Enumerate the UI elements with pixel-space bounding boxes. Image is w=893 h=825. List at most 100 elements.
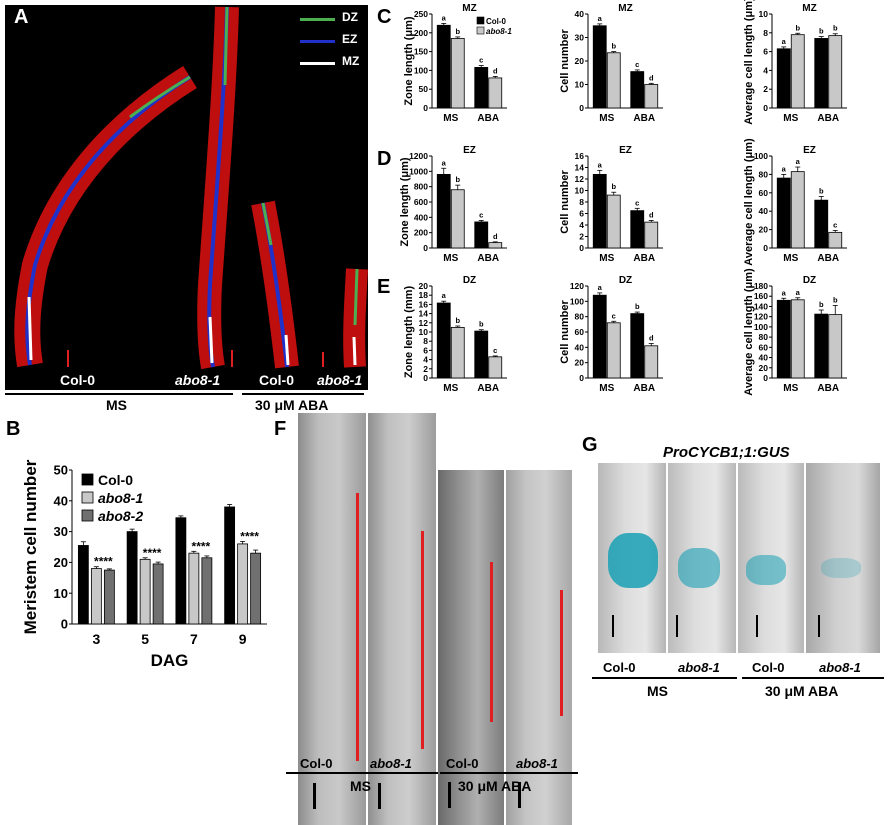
legend-label-dz: DZ <box>342 10 358 24</box>
y-tick-label-E1: 2 <box>423 364 428 374</box>
significance-stars-B: **** <box>192 539 211 553</box>
legend-label-ez: EZ <box>342 32 358 46</box>
a-group-underline-aba <box>242 393 364 395</box>
sig-letter-C1: a <box>442 13 447 22</box>
x-tick-label-B: 3 <box>92 631 100 647</box>
x-tick-label-D1: MS <box>443 253 458 264</box>
significance-stars-B: **** <box>240 529 259 543</box>
panel-a-legend: DZ EZ MZ <box>300 10 375 80</box>
chart-title-D3: EZ <box>803 145 816 156</box>
gus-stain <box>746 555 786 585</box>
a-group-label-ms: MS <box>106 397 127 413</box>
y-tick-label-E3: 0 <box>763 373 768 383</box>
chart-title-E2: DZ <box>619 275 632 286</box>
sig-letter-D3: c <box>833 221 837 230</box>
y-tick-label-E1: 10 <box>419 327 429 337</box>
panel-letter-a: A <box>14 6 29 28</box>
sig-letter-E2: b <box>635 302 640 311</box>
sig-letter-D2: a <box>598 160 603 169</box>
a-group-underline-ms <box>5 393 233 395</box>
f-sample-label-col0-ms: Col-0 <box>300 756 333 771</box>
y-tick-label-D1: 600 <box>414 197 428 207</box>
bar-C2-MS-1 <box>606 52 621 109</box>
y-tick-label-D2: 10 <box>575 185 585 195</box>
legend-label-mz: MZ <box>342 54 360 68</box>
x-axis-label-B: DAG <box>151 651 189 670</box>
x-tick-label-E1: MS <box>443 383 458 394</box>
y-tick-label-D1: 1000 <box>409 166 428 176</box>
y-axis-label-C2: Cell number <box>559 29 571 93</box>
x-tick-label-B: 5 <box>141 631 149 647</box>
sig-letter-D2: c <box>635 198 639 207</box>
x-tick-label-E1: ABA <box>477 383 499 394</box>
a-sample-label-col0-aba: Col-0 <box>259 372 294 388</box>
bar-D3-ABA-1 <box>828 231 843 249</box>
chart-title-D1: EZ <box>463 145 476 156</box>
panel-f-dic-image-abo81-ms <box>368 413 436 825</box>
f-sample-label-col0-aba: Col-0 <box>446 756 479 771</box>
y-tick-label-E1: 18 <box>419 290 429 300</box>
x-tick-label-D3: MS <box>783 253 798 264</box>
y-tick-label-C1: 50 <box>419 84 429 94</box>
sig-letter-D1: d <box>493 232 498 241</box>
y-tick-label-D2: 6 <box>579 208 584 218</box>
y-tick-label-D3: 100 <box>754 151 768 161</box>
sig-letter-C2: a <box>598 14 603 23</box>
bar-B-9-1 <box>237 543 249 625</box>
bar-B-3-1 <box>90 568 102 625</box>
sig-letter-E2: a <box>598 283 603 292</box>
sig-letter-D1: b <box>455 175 460 184</box>
y-tick-label-B: 30 <box>54 524 68 539</box>
chart-title-E1: DZ <box>463 275 476 286</box>
y-tick-label-E2: 60 <box>575 327 585 337</box>
bar-D2-MS-0 <box>592 173 607 249</box>
y-tick-label-C3: 2 <box>763 84 768 94</box>
bar-B-5-2 <box>152 563 164 625</box>
sig-letter-E1: b <box>479 320 484 329</box>
legend-swatch-B <box>81 473 94 486</box>
legend-swatch-B <box>81 491 94 504</box>
bar-D1-ABA-0 <box>474 221 489 249</box>
bar-B-3-2 <box>103 569 115 625</box>
x-tick-label-E3: ABA <box>817 383 839 394</box>
root-confocal-drawing <box>14 6 368 370</box>
y-axis-label-E3: Average cell length (μm) <box>743 268 755 396</box>
sig-letter-E3: b <box>833 295 838 304</box>
x-tick-label-D2: MS <box>599 253 614 264</box>
y-tick-label-C1: 0 <box>423 103 428 113</box>
bar-E1-ABA-0 <box>474 330 489 379</box>
x-tick-label-E2: ABA <box>633 383 655 394</box>
y-tick-label-D1: 1200 <box>409 151 428 161</box>
bar-B-7-0 <box>175 517 187 625</box>
bar-E2-ABA-1 <box>644 345 659 379</box>
y-tick-label-C3: 8 <box>763 28 768 38</box>
scale-bar <box>818 615 820 637</box>
legend-label-C1: Col-0 <box>486 17 507 26</box>
y-tick-label-D1: 400 <box>414 212 428 222</box>
y-tick-label-C1: 250 <box>414 9 428 19</box>
bar-D1-MS-0 <box>436 173 451 249</box>
sig-letter-E1: b <box>455 316 460 325</box>
f-group-label-ms: MS <box>350 778 371 794</box>
chart-title-C1: MZ <box>462 3 476 14</box>
y-tick-label-E1: 0 <box>423 373 428 383</box>
y-tick-label-C2: 0 <box>579 103 584 113</box>
g-group-label-ms: MS <box>647 683 668 699</box>
chart-title-D2: EZ <box>619 145 632 156</box>
y-tick-label-E2: 120 <box>570 281 584 291</box>
bar-D1-MS-1 <box>450 189 465 249</box>
sig-letter-C2: b <box>611 42 616 51</box>
y-tick-label-D3: 80 <box>759 169 769 179</box>
y-axis-label-C3: Average cell length (μm) <box>743 0 755 125</box>
f-group-underline-ms <box>286 772 438 774</box>
bar-C1-ABA-0 <box>474 66 489 109</box>
bar-B-7-2 <box>201 557 213 625</box>
y-tick-label-C1: 100 <box>414 65 428 75</box>
f-sample-label-abo81-aba: abo8-1 <box>516 756 558 771</box>
y-tick-label-D3: 40 <box>759 206 769 216</box>
bar-C3-MS-0 <box>776 48 791 109</box>
sig-letter-C3: a <box>782 37 787 46</box>
meristem-bar <box>421 531 424 749</box>
scale-bar <box>518 782 521 808</box>
sig-letter-C3: b <box>795 23 800 32</box>
